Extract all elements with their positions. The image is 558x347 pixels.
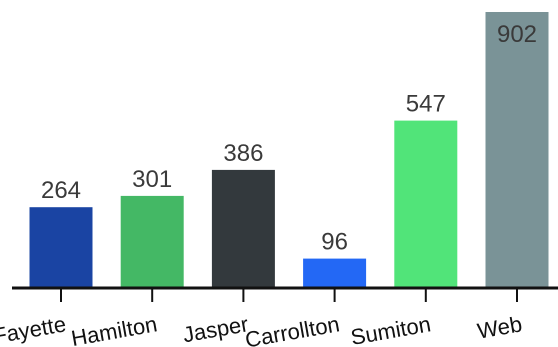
value-label-jasper: 386 [223,140,263,167]
bar-hamilton [120,195,184,288]
value-label-hamilton: 301 [132,166,172,193]
value-labels-group: 264 301 386 96 547 902 [41,21,537,256]
x-ticks-group [60,288,518,302]
value-label-carrollton: 96 [321,229,348,256]
bar-carrollton [303,258,367,288]
value-label-web: 902 [497,21,537,48]
category-label-hamilton: Hamilton [69,311,159,347]
bar-web [485,12,549,288]
category-label-jasper: Jasper [181,311,250,347]
category-label-web: Web [475,311,524,343]
bar-sumiton [394,120,458,288]
category-label-fayette: Fayette [0,311,68,347]
value-label-sumiton: 547 [406,91,446,118]
bar-fayette [29,207,93,288]
category-label-sumiton: Sumiton [349,311,433,347]
bars-group [29,12,549,288]
value-label-fayette: 264 [41,177,81,204]
bar-jasper [211,169,275,288]
category-label-carrollton: Carrollton [243,311,341,347]
